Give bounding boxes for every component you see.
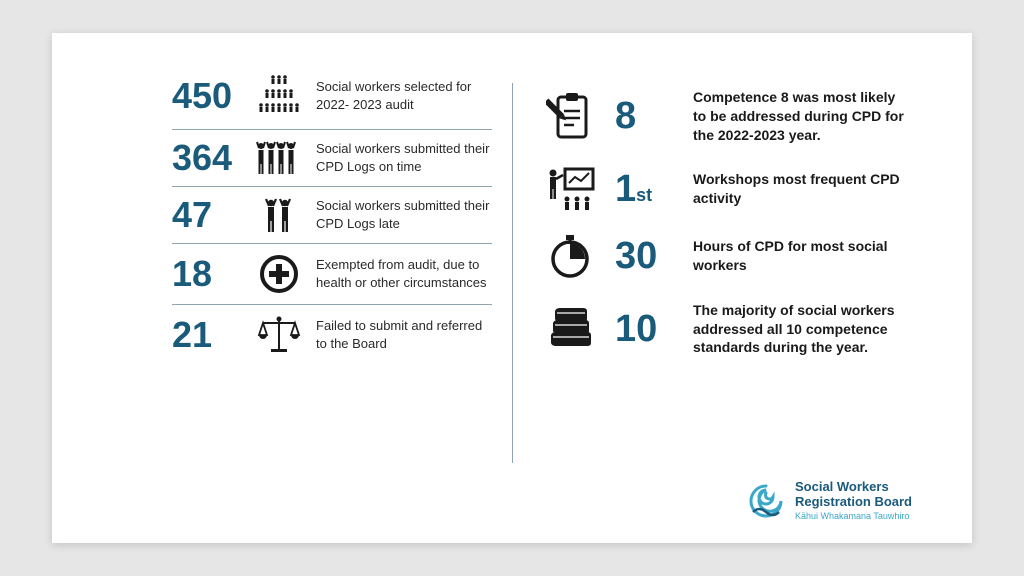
logo-line3: Kāhui Whakamana Tauwhiro [795, 511, 912, 521]
stat-description: Exempted from audit, due to health or ot… [316, 256, 492, 291]
stat-row: 47 Social workers submitted their CPD Lo… [172, 186, 492, 243]
clipboard-pencil-icon [543, 91, 597, 141]
stat-row: 450 [172, 63, 492, 129]
stat-description: Social workers submitted their CPD Logs … [316, 197, 492, 232]
stat-row: 21 Failed to submit and referred to the … [172, 304, 492, 365]
stat-description: Failed to submit and referred to the Boa… [316, 317, 492, 352]
stat-row: 364 Social workers submitted their CPD L… [172, 129, 492, 186]
logo-line2: Registration Board [795, 495, 912, 509]
right-column: 8 Competence 8 was most likely to be add… [533, 63, 912, 523]
medical-cross-icon [254, 254, 304, 294]
stat-description: Social workers submitted their CPD Logs … [316, 140, 492, 175]
people-cheer-icon [254, 140, 304, 176]
stat-number: 47 [172, 197, 242, 233]
right-stat-row: 1st Workshops most frequent CPD activity [543, 167, 912, 211]
vertical-divider [512, 83, 513, 463]
right-stat-row: 8 Competence 8 was most likely to be add… [543, 88, 912, 145]
right-description: The majority of social workers addressed… [693, 301, 912, 358]
koru-icon [747, 482, 785, 520]
right-stat-row: 30 Hours of CPD for most social workers [543, 233, 912, 279]
right-number: 30 [615, 237, 675, 275]
logo: Social Workers Registration Board Kāhui … [747, 480, 912, 521]
stat-number: 18 [172, 256, 242, 292]
left-column: 450 [172, 63, 492, 523]
right-number: 10 [615, 310, 675, 348]
logo-line1: Social Workers [795, 480, 912, 494]
stat-number: 364 [172, 140, 242, 176]
right-description: Workshops most frequent CPD activity [693, 170, 912, 208]
right-description: Competence 8 was most likely to be addre… [693, 88, 912, 145]
stat-description: Social workers selected for 2022- 2023 a… [316, 78, 492, 113]
logo-text: Social Workers Registration Board Kāhui … [795, 480, 912, 521]
slide: 450 [52, 33, 972, 543]
people-pyramid-icon [254, 73, 304, 119]
presentation-icon [543, 167, 597, 211]
stat-row: 18 Exempted from audit, due to health or… [172, 243, 492, 304]
right-number: 1st [615, 170, 675, 208]
right-stat-row: 10 The majority of social workers addres… [543, 301, 912, 358]
stat-number: 21 [172, 317, 242, 353]
right-number: 8 [615, 97, 675, 135]
right-description: Hours of CPD for most social workers [693, 237, 912, 275]
stat-number: 450 [172, 78, 242, 114]
two-people-icon [254, 197, 304, 233]
scales-icon [254, 315, 304, 355]
columns: 450 [172, 63, 912, 523]
books-icon [543, 307, 597, 351]
stopwatch-icon [543, 233, 597, 279]
